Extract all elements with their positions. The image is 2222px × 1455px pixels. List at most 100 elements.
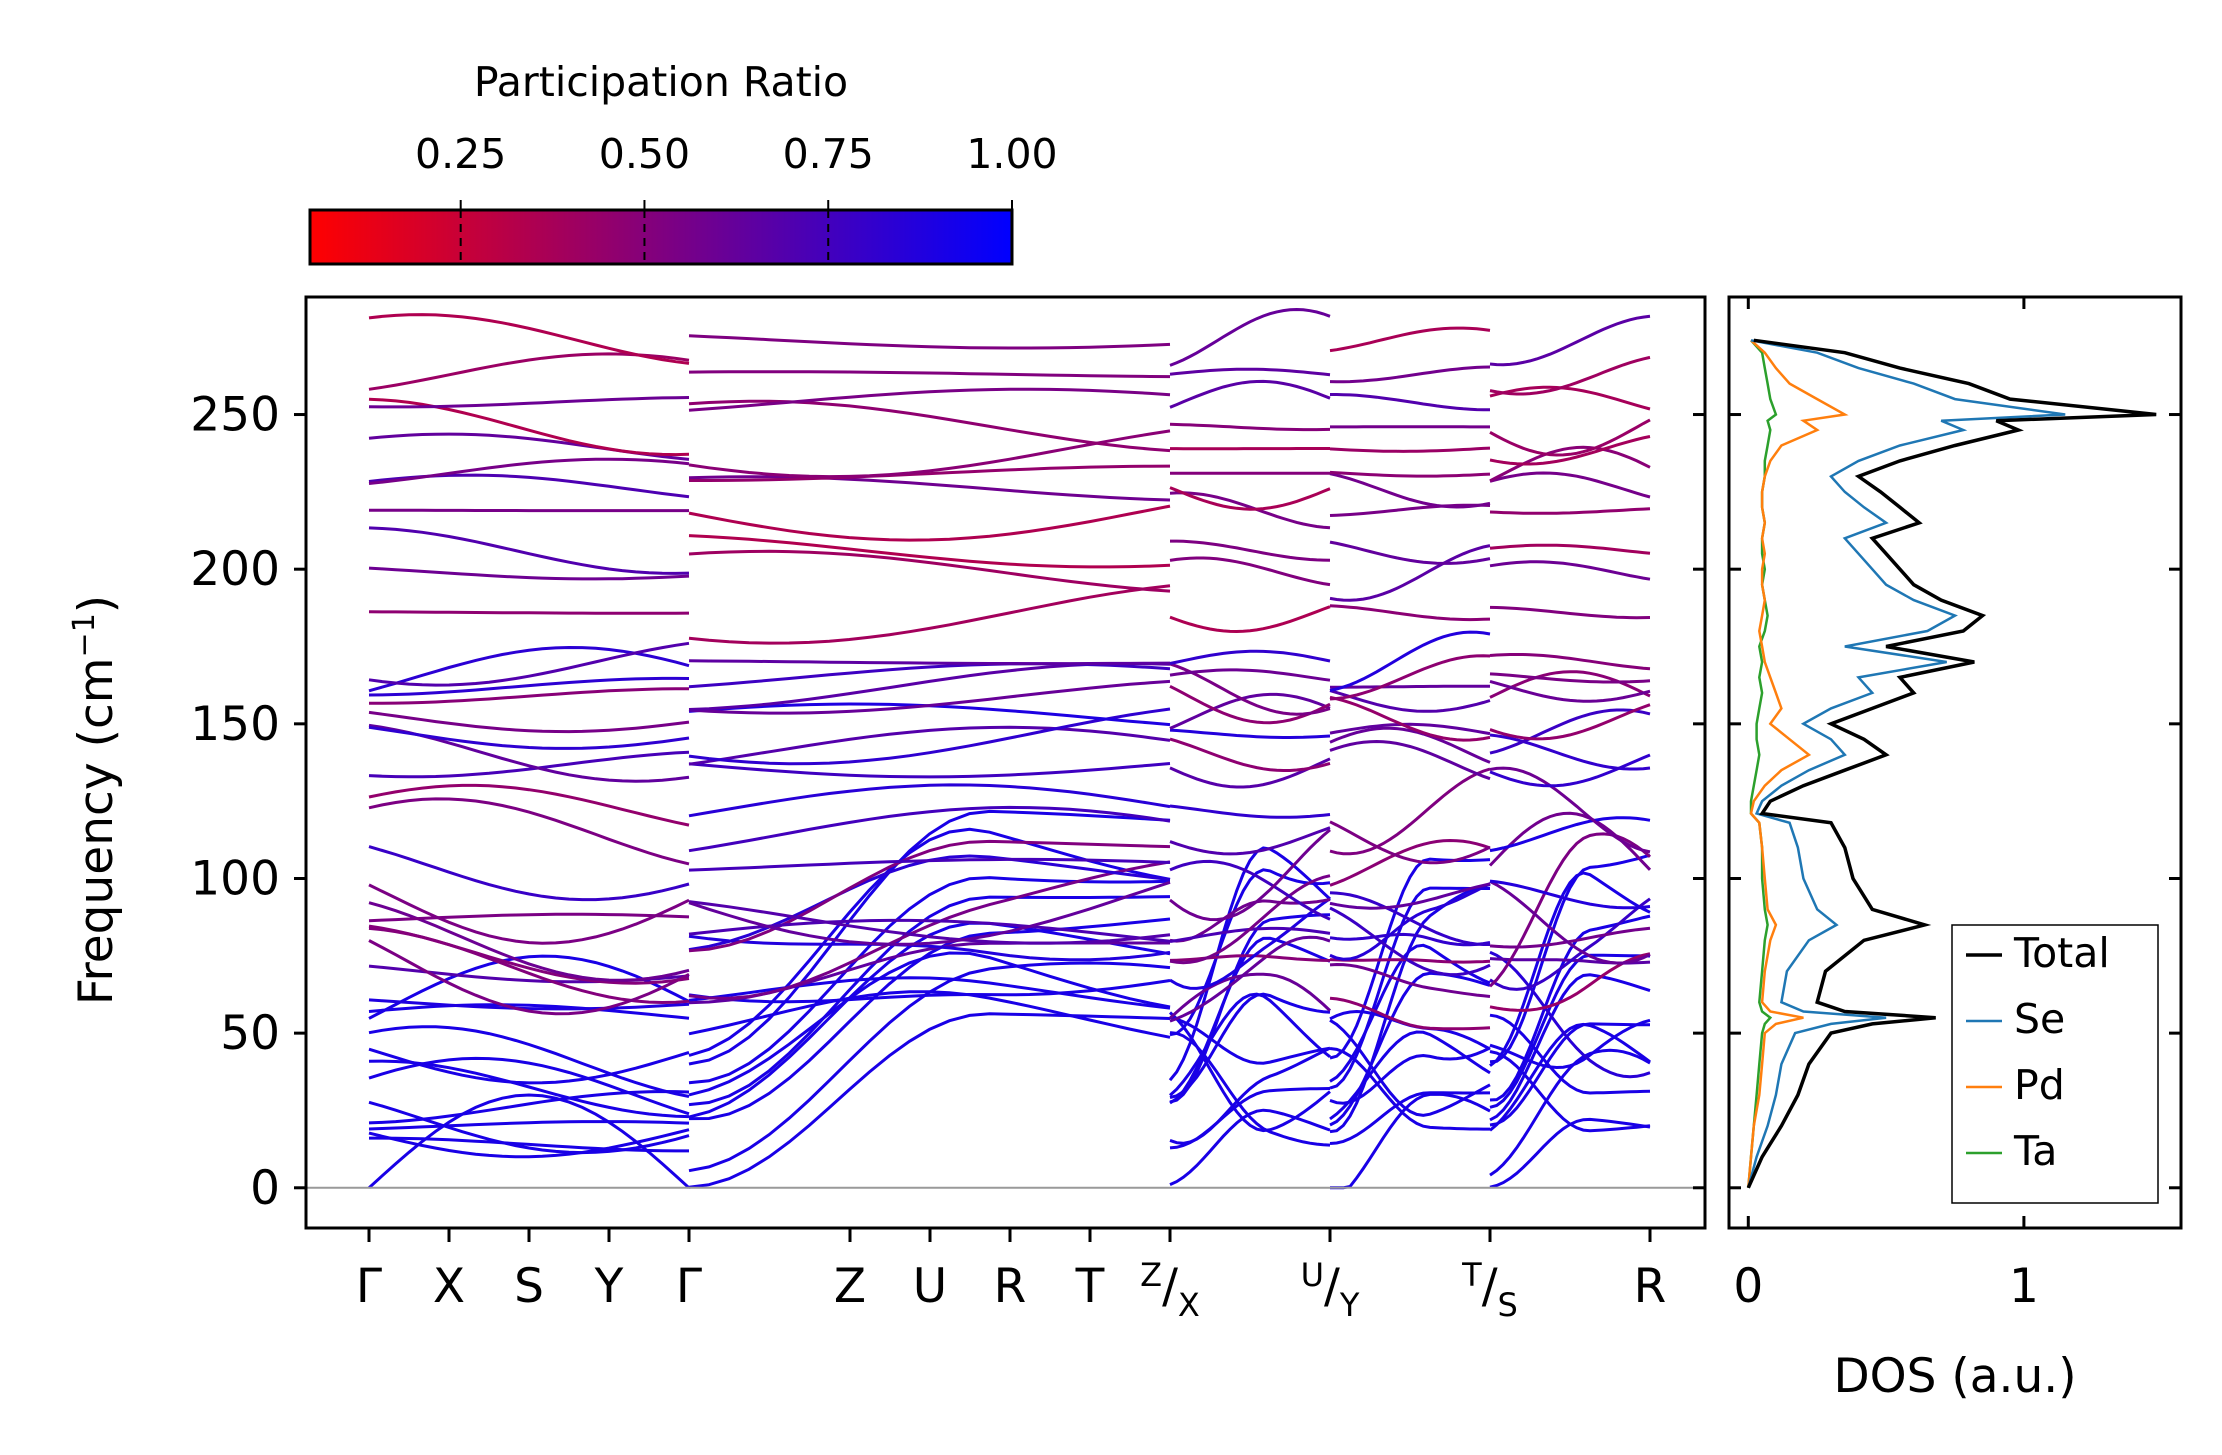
- phonon-branch: [688, 783, 1171, 818]
- dos-x-axis-label: DOS (a.u.): [1833, 1349, 2076, 1404]
- phonon-branch: [1489, 543, 1651, 555]
- phonon-branch: [368, 457, 690, 485]
- phonon-branch: [368, 566, 690, 581]
- phonon-branch: [1489, 1022, 1651, 1132]
- phonon-branch: [1329, 1047, 1490, 1131]
- phonon-branch: [1489, 880, 1651, 965]
- phonon-branch: [1329, 630, 1491, 692]
- phonon-branch: [368, 939, 690, 1016]
- phonon-branch: [688, 399, 1171, 453]
- phonon-branch: [688, 534, 1171, 569]
- phonon-branch: [1329, 544, 1491, 602]
- phonon-branch: [688, 334, 1171, 350]
- x-tick-label-pre: Z: [1140, 1256, 1162, 1294]
- x-tick-label-pre: T: [1461, 1256, 1482, 1294]
- phonon-branch: [1329, 654, 1491, 701]
- phonon-branch: [688, 475, 1171, 502]
- phonon-branch: [1488, 832, 1651, 988]
- phonon-branch: [1489, 672, 1651, 684]
- phonon-branch: [688, 429, 1171, 479]
- phonon-branch: [1169, 367, 1331, 377]
- phonon-branch: [688, 1012, 1171, 1189]
- phonon-branch: [1489, 355, 1651, 396]
- phonon-branch: [1169, 422, 1331, 432]
- x-tick-label-slash: /: [1324, 1259, 1340, 1314]
- x-tick-label: Z: [834, 1259, 866, 1314]
- x-tick-label: S: [514, 1259, 544, 1314]
- phonon-branch: [1489, 314, 1651, 367]
- phonon-branch: [1329, 604, 1491, 622]
- phonon-branch: [1169, 897, 1331, 990]
- phonon-branch: [1168, 1011, 1331, 1133]
- x-tick-label: T/S: [1461, 1256, 1518, 1324]
- phonon-branch: [368, 1025, 690, 1098]
- colorbar-tick-label: 0.75: [783, 130, 874, 178]
- phonon-branch: [1169, 913, 1331, 1104]
- phonon-branch: [688, 951, 1171, 1097]
- phonon-branch: [368, 641, 690, 687]
- colorbar-gradient: [308, 208, 1014, 266]
- phonon-branch: [1169, 757, 1331, 789]
- phonon-branch: [1329, 906, 1491, 977]
- dos-line-ta: [1747, 339, 1778, 1188]
- phonon-branch: [688, 876, 1171, 1085]
- phonon-branch: [368, 610, 690, 615]
- phonon-branch: [1489, 1050, 1651, 1133]
- phonon-branch: [688, 584, 1171, 645]
- phonon-branch: [688, 979, 1171, 1004]
- phonon-branch: [369, 1136, 689, 1153]
- phonon-branch: [1168, 972, 1332, 1020]
- phonon-branch: [368, 954, 690, 1020]
- phonon-branch: [1168, 846, 1332, 1082]
- phonon-branch: [368, 676, 690, 697]
- phonon-branch: [1489, 1013, 1651, 1095]
- phonon-branch: [1329, 971, 1491, 1127]
- phonon-branch: [368, 313, 690, 365]
- phonon-branch: [1489, 679, 1651, 703]
- x-tick-label-pre: U: [1301, 1256, 1324, 1294]
- phonon-branch: [688, 762, 1171, 779]
- x-tick-label: U/Y: [1301, 1256, 1360, 1324]
- y-tick-label: 150: [190, 697, 280, 752]
- dos-line-total: [1746, 338, 2157, 1189]
- phonon-branch: [1329, 962, 1491, 998]
- phonon-branch: [688, 805, 1171, 853]
- phonon-branch: [1329, 695, 1491, 742]
- phonon-branch: [1329, 739, 1491, 781]
- phonon-branch: [688, 549, 1171, 593]
- phonon-branch: [1489, 703, 1651, 741]
- phonon-branch: [688, 370, 1171, 379]
- phonon-branch: [1489, 560, 1651, 581]
- phonon-branch: [368, 432, 690, 461]
- y-tick-label: 50: [220, 1006, 280, 1061]
- phonon-branch: [1169, 662, 1331, 716]
- phonon-branch: [688, 662, 1171, 689]
- phonon-branch: [1489, 670, 1651, 699]
- phonon-branch: [1329, 886, 1490, 1090]
- colorbar-tick-label: 1.00: [966, 130, 1057, 178]
- phonon-branch: [1330, 684, 1490, 689]
- phonon-branch: [1489, 385, 1651, 411]
- phonon-branch: [1489, 871, 1651, 1067]
- phonon-branch: [1329, 820, 1491, 865]
- phonon-branch: [1489, 507, 1651, 515]
- phonon-branch: [368, 1047, 690, 1085]
- dos-panel: 0 1 DOS (a.u.) Total Se Pd Ta: [1727, 295, 2183, 1404]
- dos-x-tick-label: 1: [2009, 1259, 2039, 1314]
- phonon-branch: [1329, 1091, 1490, 1145]
- phonon-branch: [688, 387, 1171, 412]
- phonon-branch: [1489, 816, 1651, 853]
- phonon-branch: [1329, 891, 1490, 946]
- phonon-branch: [1489, 1022, 1651, 1127]
- phonon-branch: [1169, 868, 1331, 1037]
- phonon-branch: [688, 917, 1171, 1121]
- x-tick-label-sub: X: [1178, 1286, 1200, 1324]
- phonon-branch: [1489, 853, 1651, 1064]
- x-tick-label: Γ: [356, 1259, 382, 1314]
- legend-label-pd: Pd: [2014, 1061, 2065, 1109]
- phonon-branch: [1329, 446, 1491, 453]
- phonon-branch: [1329, 1018, 1491, 1117]
- phonon-branch: [1489, 926, 1651, 949]
- colorbar-tick-label: 0.50: [599, 130, 690, 178]
- y-tick-label: 200: [190, 542, 280, 597]
